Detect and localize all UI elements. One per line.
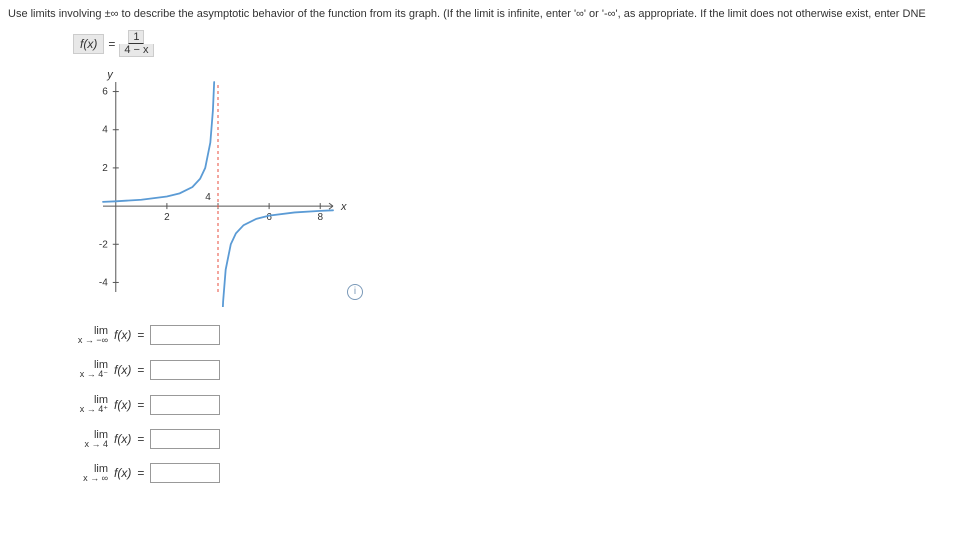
limit-row: limx → ∞ f(x) = xyxy=(23,463,958,483)
svg-text:-2: -2 xyxy=(99,239,108,250)
limit-answer-input[interactable] xyxy=(150,325,220,345)
limit-notation: limx → −∞ xyxy=(23,325,108,345)
svg-text:4: 4 xyxy=(205,192,211,203)
svg-text:8: 8 xyxy=(317,212,323,223)
svg-text:x: x xyxy=(340,201,347,213)
limit-notation: limx → ∞ xyxy=(23,463,108,483)
limit-row: limx → 4 f(x) = xyxy=(23,429,958,449)
denominator: 4 − x xyxy=(119,44,153,57)
limit-row: limx → −∞ f(x) = xyxy=(23,325,958,345)
fx-text: f(x) xyxy=(114,398,131,412)
lim-approach: x → 4 xyxy=(23,439,108,449)
function-graph: 2 4 6 8 -4 -2 2 4 6 x y xyxy=(73,67,353,307)
fx-text: f(x) xyxy=(114,363,131,377)
equals-sign: = xyxy=(137,432,144,446)
fx-label: f(x) xyxy=(73,34,104,54)
svg-text:y: y xyxy=(106,69,114,81)
fx-text: f(x) xyxy=(114,432,131,446)
fraction: 1 4 − x xyxy=(119,30,153,57)
formula-display: f(x) = 1 4 − x xyxy=(73,30,958,57)
limit-notation: limx → 4 xyxy=(23,429,108,449)
lim-approach: x → −∞ xyxy=(23,335,108,345)
equals-sign: = xyxy=(108,37,115,51)
equals-sign: = xyxy=(137,328,144,342)
fx-text: f(x) xyxy=(114,328,131,342)
limit-answer-input[interactable] xyxy=(150,395,220,415)
lim-approach: x → ∞ xyxy=(23,473,108,483)
limit-answer-input[interactable] xyxy=(150,429,220,449)
svg-text:6: 6 xyxy=(266,212,272,223)
svg-text:6: 6 xyxy=(102,87,108,98)
svg-text:-4: -4 xyxy=(99,277,108,288)
svg-text:2: 2 xyxy=(102,163,108,174)
equals-sign: = xyxy=(137,466,144,480)
equals-sign: = xyxy=(137,363,144,377)
lim-approach: x → 4⁺ xyxy=(23,404,108,415)
svg-text:4: 4 xyxy=(102,125,108,136)
limit-row: limx → 4⁻ f(x) = xyxy=(23,359,958,380)
instructions-text: Use limits involving ±∞ to describe the … xyxy=(8,8,958,20)
lim-approach: x → 4⁻ xyxy=(23,369,108,380)
limit-notation: limx → 4⁺ xyxy=(23,394,108,415)
info-icon[interactable]: i xyxy=(347,284,363,300)
limit-answer-input[interactable] xyxy=(150,463,220,483)
limits-section: limx → −∞ f(x) = limx → 4⁻ f(x) = limx → 4⁺ f(x… xyxy=(23,325,958,483)
limit-answer-input[interactable] xyxy=(150,360,220,380)
equals-sign: = xyxy=(137,398,144,412)
limit-row: limx → 4⁺ f(x) = xyxy=(23,394,958,415)
graph-container: 2 4 6 8 -4 -2 2 4 6 x y i xyxy=(73,67,373,310)
fx-text: f(x) xyxy=(114,466,131,480)
numerator: 1 xyxy=(128,30,144,44)
svg-text:2: 2 xyxy=(164,212,170,223)
limit-notation: limx → 4⁻ xyxy=(23,359,108,380)
